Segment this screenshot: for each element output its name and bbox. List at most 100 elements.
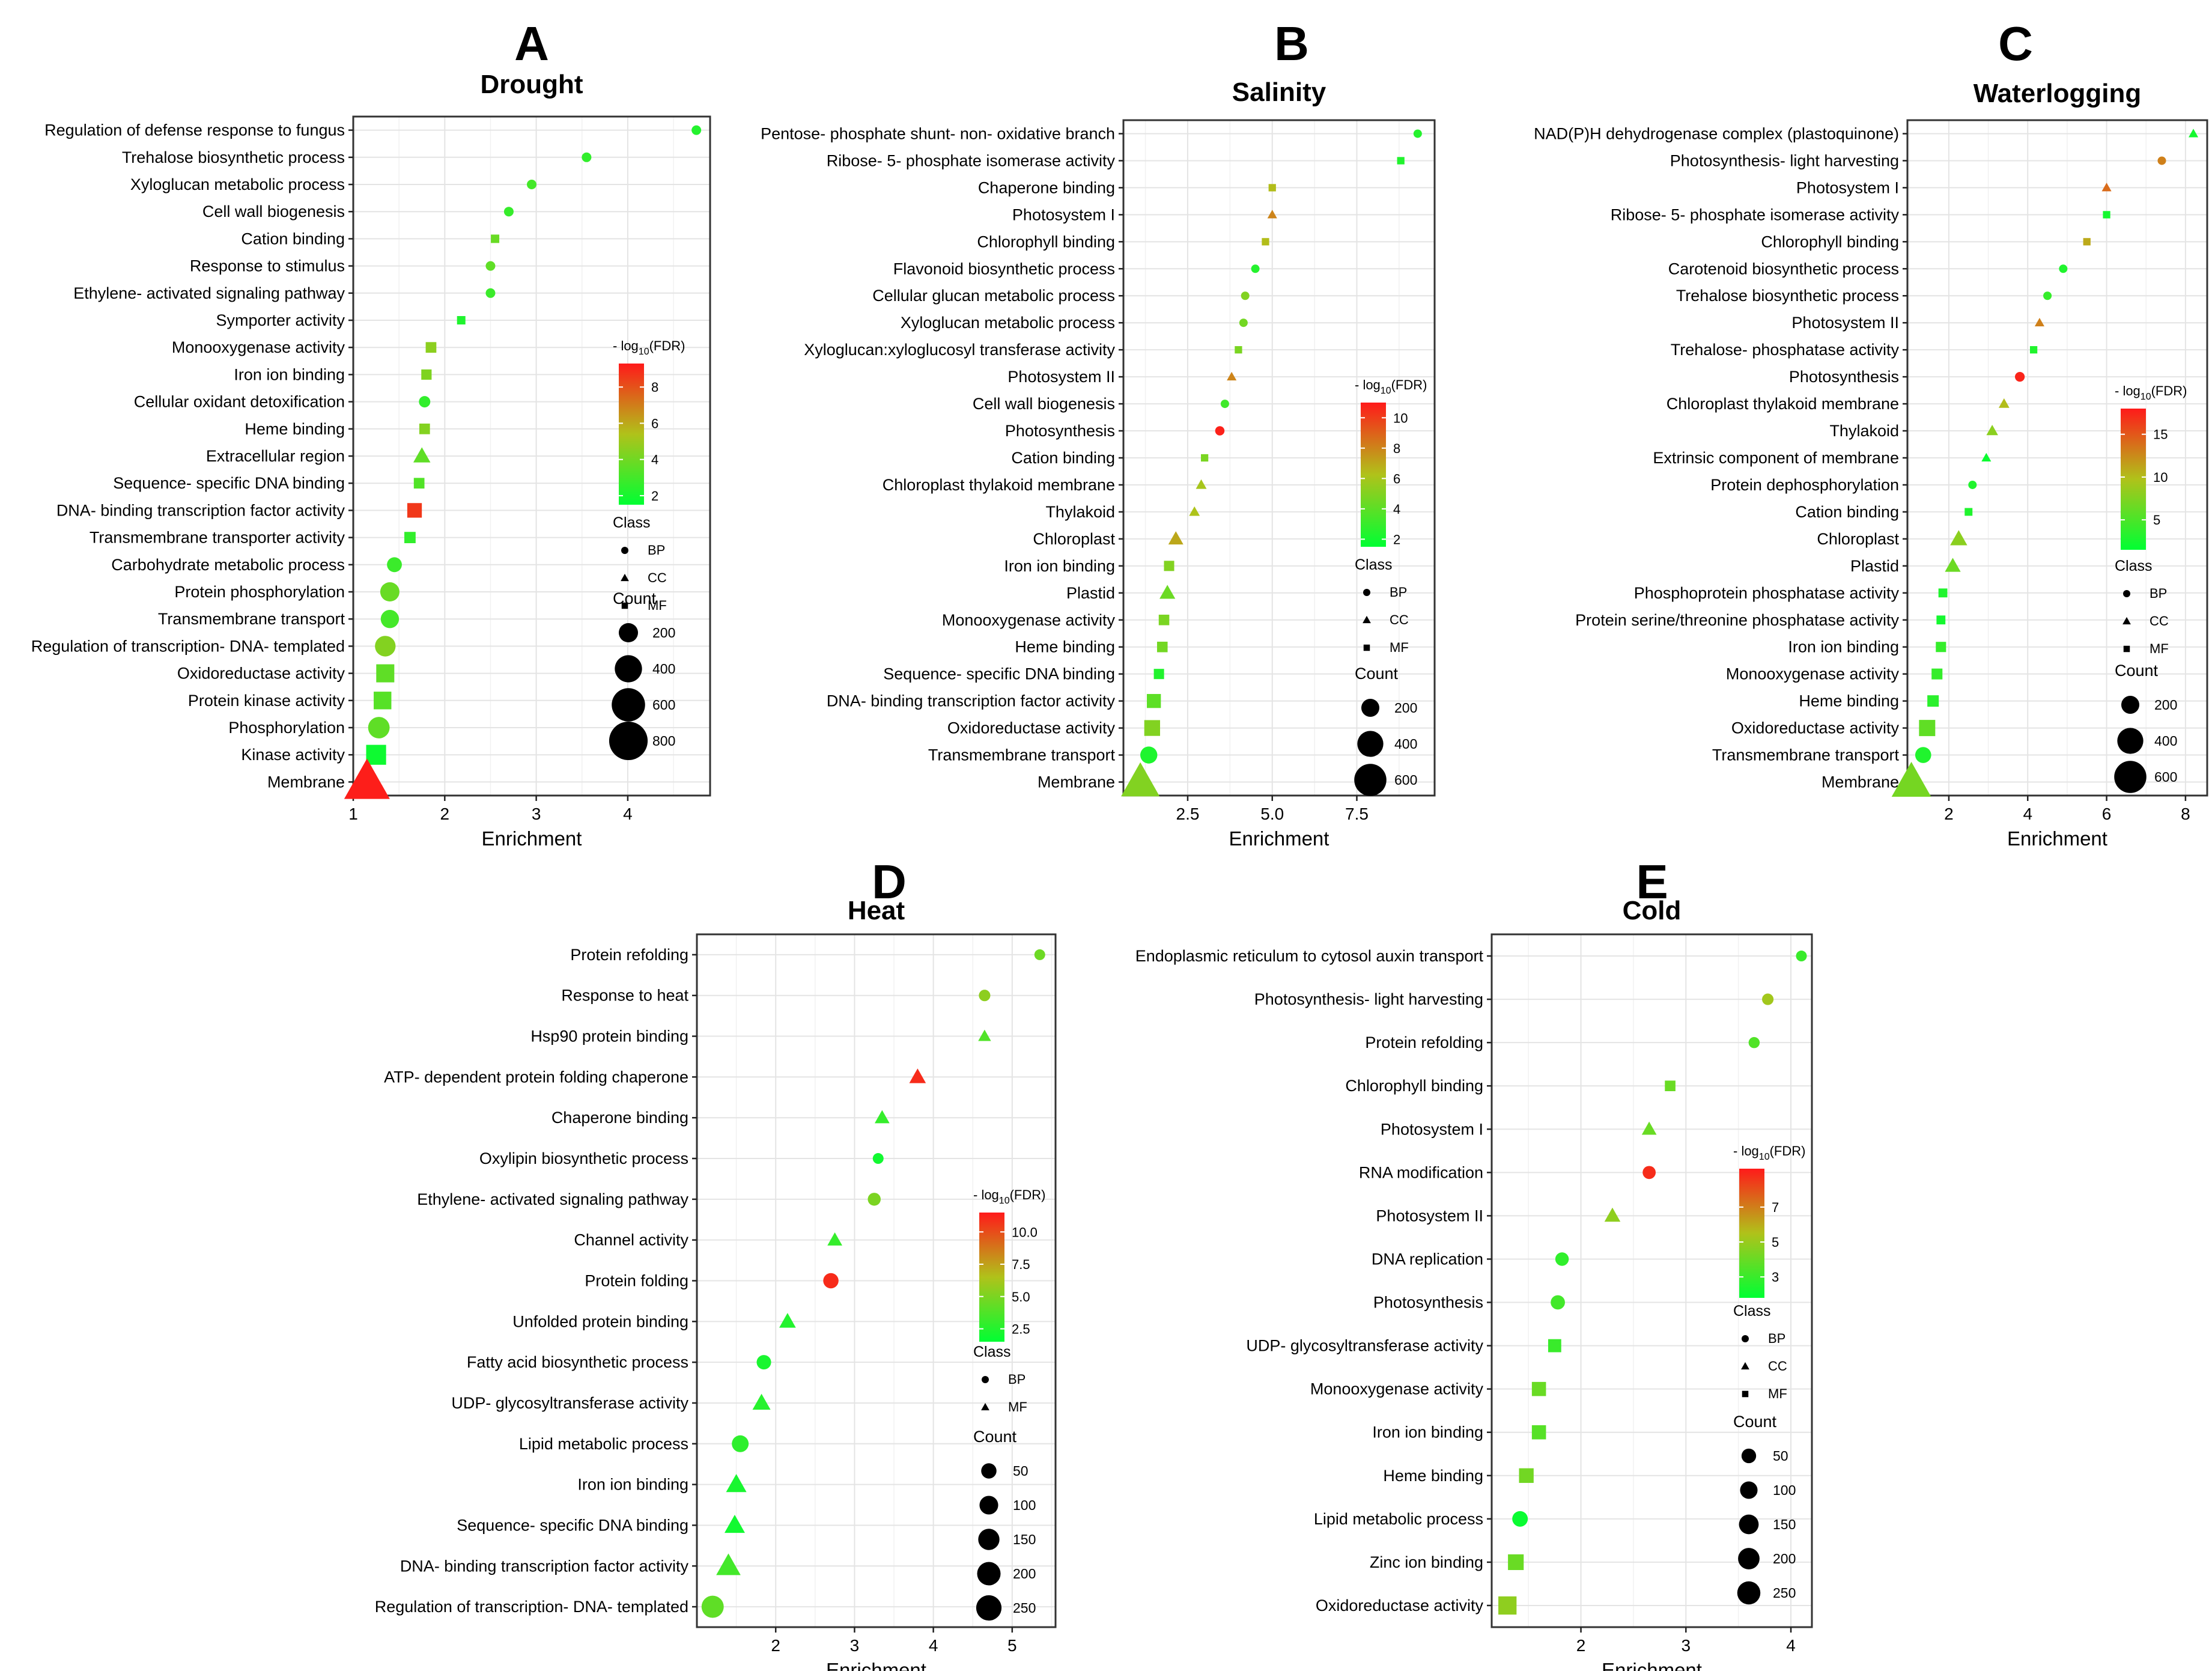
fdr-tick-label: 15 xyxy=(2153,427,2168,442)
x-tick-label: 3 xyxy=(1682,1636,1691,1655)
count-legend-symbol xyxy=(2114,761,2147,793)
y-tick-label: Regulation of transcription- DNA- templa… xyxy=(31,637,345,655)
data-point xyxy=(387,557,402,573)
class-legend-label: MF xyxy=(1768,1386,1787,1401)
y-tick-label: Chaperone binding xyxy=(551,1109,688,1127)
count-legend-symbol xyxy=(615,655,642,683)
data-point xyxy=(419,423,430,434)
data-point xyxy=(909,1068,926,1083)
count-legend-label: 600 xyxy=(2154,769,2177,785)
count-legend-symbol xyxy=(981,1463,997,1479)
data-point xyxy=(701,1595,724,1618)
data-point xyxy=(2101,183,2112,192)
y-tick-label: Photosystem I xyxy=(1381,1120,1483,1138)
count-legend-label: 600 xyxy=(652,697,675,713)
x-tick-label: 2 xyxy=(440,805,450,823)
count-legend-label: 200 xyxy=(2154,697,2177,713)
y-tick-label: Ribose- 5- phosphate isomerase activity xyxy=(827,151,1116,169)
y-tick-label: Photosynthesis- light harvesting xyxy=(1254,990,1483,1008)
data-point xyxy=(1796,951,1807,962)
data-point xyxy=(1241,291,1250,300)
y-tick-label: Membrane xyxy=(267,773,345,791)
data-point xyxy=(1531,1381,1546,1396)
fdr-tick-label: 10 xyxy=(1393,410,1408,425)
panel-b: B Salinity Pentose- phosphate shunt- non- … xyxy=(761,17,1436,850)
data-points xyxy=(1121,129,1422,797)
data-point xyxy=(1153,669,1164,680)
class-legend-symbol xyxy=(1742,1390,1749,1398)
data-point xyxy=(872,1153,884,1164)
y-tick-label: Monooxygenase activity xyxy=(172,338,345,356)
count-legend-label: 100 xyxy=(1773,1482,1796,1498)
data-point xyxy=(1168,531,1183,545)
data-point xyxy=(979,990,991,1002)
y-tick-label: Phosphoprotein phosphatase activity xyxy=(1634,584,1900,602)
y-tick-label: Photosynthesis- light harvesting xyxy=(1670,151,1899,169)
x-axis-label: Enrichment xyxy=(1229,827,1329,850)
y-tick-label: Lipid metabolic process xyxy=(519,1435,688,1453)
y-tick-label: Unfolded protein binding xyxy=(512,1312,688,1330)
data-points xyxy=(701,949,1045,1618)
count-legend-symbol xyxy=(612,688,645,722)
count-legend-label: 400 xyxy=(2154,733,2177,749)
data-point xyxy=(1748,1036,1760,1049)
fdr-legend-title: - log10(FDR) xyxy=(973,1187,1045,1206)
y-tick-label: Iron ion binding xyxy=(1788,638,1899,656)
data-point xyxy=(457,316,466,324)
legend: - log10(FDR) 2.5 5.0 7.5 10.0 Class BP MF Count 5… xyxy=(973,1187,1045,1621)
data-point xyxy=(1227,371,1237,381)
class-legend-label: BP xyxy=(1008,1372,1025,1387)
data-point xyxy=(1531,1425,1546,1440)
data-point xyxy=(1239,318,1248,327)
data-point xyxy=(1034,949,1045,960)
y-tick-label: Cation binding xyxy=(1011,449,1115,467)
plot-frame xyxy=(1490,933,1813,1628)
chart-title: Waterlogging xyxy=(1973,79,2141,108)
count-legend-symbol xyxy=(1740,1481,1758,1499)
y-tick-label: Cellular glucan metabolic process xyxy=(872,287,1115,305)
y-tick-label: Cell wall biogenesis xyxy=(973,395,1115,413)
count-legend-label: 50 xyxy=(1013,1463,1029,1479)
count-legend-symbol xyxy=(977,1562,1001,1586)
x-tick-label: 2 xyxy=(1944,805,1954,823)
class-legend-title: Class xyxy=(1355,556,1393,573)
y-tick-label: Protein phosphorylation xyxy=(174,583,345,601)
fdr-tick-label: 2 xyxy=(651,489,658,504)
data-point xyxy=(867,1193,881,1206)
fdr-tick-label: 2 xyxy=(1393,532,1400,547)
data-point xyxy=(823,1273,839,1289)
data-point xyxy=(485,288,496,298)
count-legend-title: Count xyxy=(1733,1413,1777,1431)
y-tick-label: Protein refolding xyxy=(570,946,688,964)
panel-letter: A xyxy=(514,17,549,70)
data-point xyxy=(726,1474,747,1493)
y-tick-label: Xyloglucan metabolic process xyxy=(901,314,1115,332)
fdr-legend-title: - log10(FDR) xyxy=(1733,1143,1805,1162)
y-tick-label: Pentose- phosphate shunt- non- oxidative… xyxy=(761,124,1115,142)
x-tick-label: 6 xyxy=(2102,805,2112,823)
y-tick-label: Protein serine/threonine phosphatase act… xyxy=(1575,611,1899,629)
data-point xyxy=(404,532,416,543)
fdr-tick-label: 4 xyxy=(651,452,658,467)
y-tick-label: Zinc ion binding xyxy=(1370,1553,1483,1571)
class-legend-label: MF xyxy=(2150,641,2169,656)
grid xyxy=(1907,120,2207,796)
y-tick-label: Cellular oxidant detoxification xyxy=(134,393,345,411)
y-tick-label: Sequence- specific DNA binding xyxy=(883,665,1115,683)
data-point xyxy=(1262,238,1269,246)
fdr-tick-label: 6 xyxy=(1393,471,1400,486)
y-tick-label: Hsp90 protein binding xyxy=(530,1027,688,1046)
data-point xyxy=(1159,585,1176,599)
data-points xyxy=(1891,129,2199,797)
data-point xyxy=(2059,264,2068,273)
y-tick-label: Extracellular region xyxy=(206,447,345,465)
fdr-tick-label: 10 xyxy=(2153,470,2168,485)
data-point xyxy=(419,396,431,408)
data-point xyxy=(1964,508,1973,516)
y-tick-label: Membrane xyxy=(1038,773,1115,791)
data-point xyxy=(827,1232,842,1246)
y-tick-label: Monooxygenase activity xyxy=(942,611,1116,629)
